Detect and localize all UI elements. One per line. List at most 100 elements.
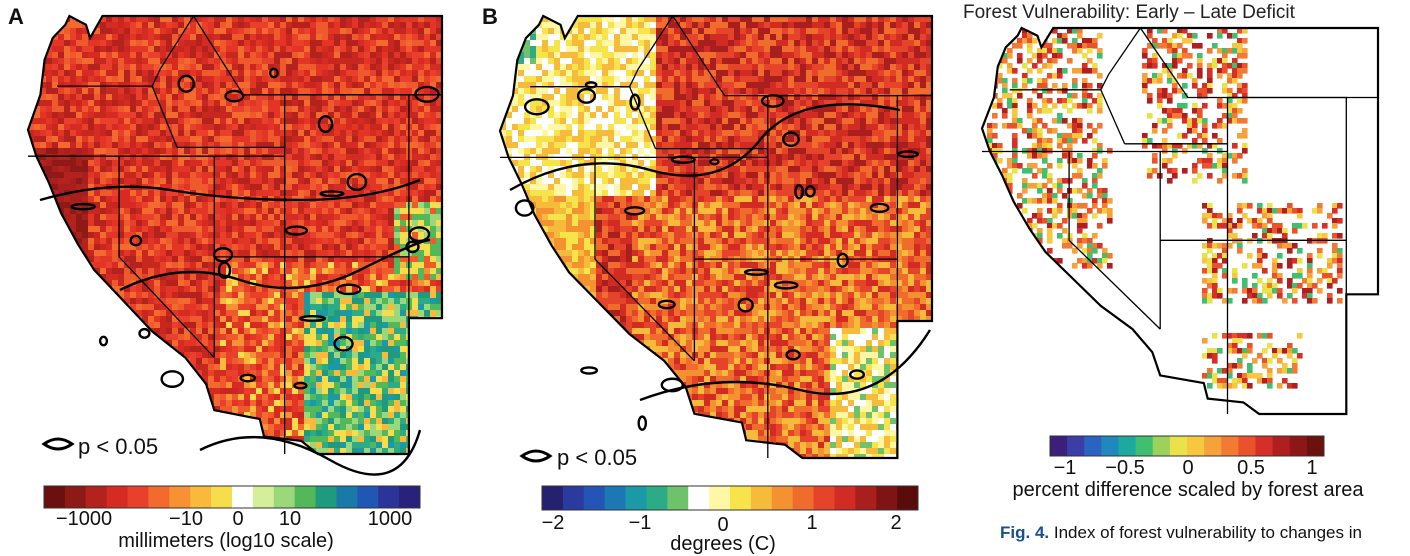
map-cell	[280, 388, 287, 395]
map-cell	[130, 130, 137, 137]
map-cell	[388, 352, 395, 359]
map-cell	[334, 388, 341, 395]
map-cell	[166, 256, 173, 263]
map-cell	[328, 400, 335, 407]
map-cell	[328, 208, 335, 215]
map-cell	[184, 400, 191, 407]
map-cell	[208, 148, 215, 155]
map-cell	[46, 64, 53, 71]
map-cell	[94, 154, 101, 161]
map-cell	[370, 148, 377, 155]
map-cell	[328, 214, 335, 221]
map-cell	[436, 436, 442, 443]
map-cell	[94, 286, 101, 293]
map-cell	[316, 100, 323, 107]
map-cell	[262, 418, 269, 425]
map-cell	[220, 100, 227, 107]
map-cell	[238, 244, 245, 251]
map-cell	[430, 154, 437, 161]
map-cell	[106, 280, 113, 287]
map-cell	[310, 436, 317, 443]
map-cell	[178, 250, 185, 257]
map-cell	[310, 64, 317, 71]
map-cell	[244, 238, 251, 245]
map-cell	[292, 70, 299, 77]
map-cell	[424, 376, 431, 383]
map-cell	[376, 418, 383, 425]
map-cell	[262, 82, 269, 89]
map-cell	[346, 430, 353, 437]
map-cell	[370, 412, 377, 419]
map-cell	[328, 298, 335, 305]
map-cell	[370, 232, 377, 239]
map-cell	[340, 358, 347, 365]
map-cell	[142, 58, 149, 65]
map-cell	[64, 274, 71, 281]
map-cell	[436, 412, 442, 419]
map-cell	[160, 208, 167, 215]
map-cell	[154, 202, 161, 209]
map-cell	[232, 340, 239, 347]
map-cell	[430, 286, 437, 293]
map-cell	[256, 382, 263, 389]
map-cell	[226, 424, 233, 431]
map-cell	[226, 364, 233, 371]
map-cell	[34, 370, 41, 377]
map-cell	[298, 406, 305, 413]
map-cell	[196, 418, 203, 425]
map-cell	[178, 166, 185, 173]
map-cell	[190, 124, 197, 131]
map-cell	[424, 142, 431, 149]
map-cell	[118, 364, 125, 371]
map-cell	[340, 172, 347, 179]
map-cell	[142, 304, 149, 311]
map-cell	[304, 124, 311, 131]
map-cell	[394, 28, 401, 35]
map-cell	[346, 400, 353, 407]
map-cell	[166, 94, 173, 101]
map-cell	[322, 58, 329, 65]
map-cell	[226, 346, 233, 353]
map-cell	[208, 190, 215, 197]
map-cell	[154, 292, 161, 299]
map-cell	[154, 310, 161, 317]
map-cell	[118, 70, 125, 77]
map-cell	[172, 178, 179, 185]
map-cell	[412, 214, 419, 221]
map-cell	[220, 232, 227, 239]
map-cell	[220, 292, 227, 299]
map-cell	[238, 286, 245, 293]
map-cell	[232, 400, 239, 407]
map-cell	[376, 34, 383, 41]
map-cell	[52, 22, 59, 29]
map-cell	[328, 142, 335, 149]
map-cell	[334, 394, 341, 401]
map-cell	[256, 310, 263, 317]
map-cell	[52, 334, 59, 341]
map-cell	[244, 346, 251, 353]
map-cell	[376, 220, 383, 227]
map-cell	[88, 130, 95, 137]
map-cell	[136, 142, 143, 149]
map-cell	[118, 418, 125, 425]
map-cell	[352, 202, 359, 209]
map-cell	[100, 382, 107, 389]
map-cell	[352, 166, 359, 173]
map-cell	[106, 364, 113, 371]
map-cell	[28, 226, 35, 233]
map-cell	[400, 208, 407, 215]
map-cell	[172, 292, 179, 299]
map-cell	[352, 40, 359, 47]
map-cell	[76, 154, 83, 161]
map-cell	[346, 298, 353, 305]
map-cell	[388, 244, 395, 251]
map-cell	[268, 268, 275, 275]
map-cell	[310, 52, 317, 59]
map-cell	[148, 304, 155, 311]
map-cell	[274, 118, 281, 125]
map-cell	[292, 130, 299, 137]
map-cell	[160, 364, 167, 371]
map-cell	[346, 34, 353, 41]
map-cell	[370, 370, 377, 377]
map-cell	[100, 298, 107, 305]
